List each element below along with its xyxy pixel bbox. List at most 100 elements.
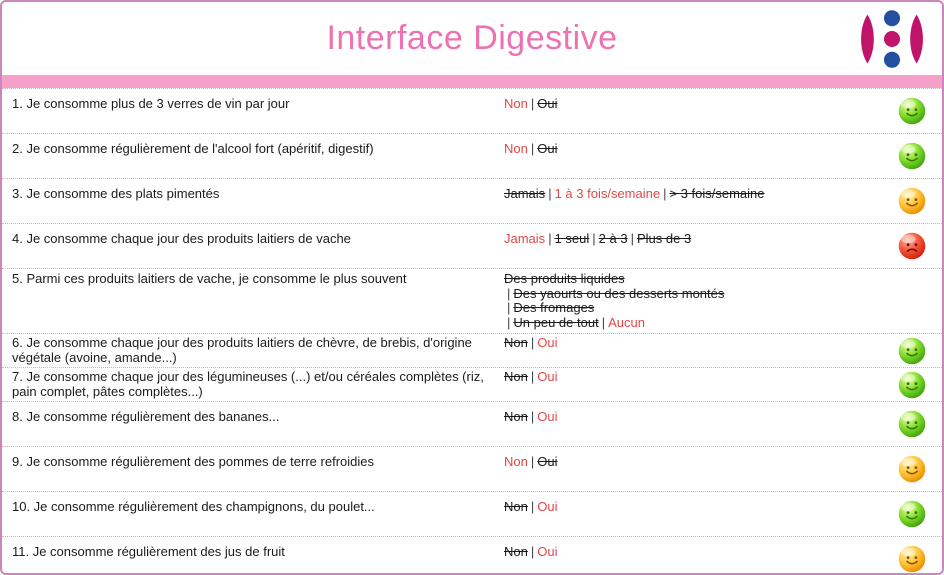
answer-option[interactable]: 2 à 3 xyxy=(598,231,628,246)
red-smiley-icon xyxy=(898,232,926,260)
question-text: 10. Je consomme régulièrement des champi… xyxy=(12,499,375,514)
question-text: 11. Je consomme régulièrement des jus de… xyxy=(12,544,285,559)
answer-option[interactable]: Non xyxy=(504,499,528,514)
question-row: 2. Je consomme régulièrement de l'alcool… xyxy=(2,134,942,179)
answer-option[interactable]: Non xyxy=(504,141,528,156)
answer-option[interactable]: Oui xyxy=(537,454,558,469)
question-row: 5. Parmi ces produits laitiers de vache,… xyxy=(2,269,942,334)
answer-line: | Des yaourts ou des desserts montés xyxy=(504,285,890,302)
answer-line: Non | Oui xyxy=(504,409,890,425)
orange-smiley-icon xyxy=(898,545,926,573)
answer-option[interactable]: Jamais xyxy=(504,231,546,246)
answer-option[interactable]: Oui xyxy=(537,499,558,514)
answer-line: Non | Oui xyxy=(504,141,890,157)
green-smiley-icon xyxy=(898,371,926,398)
answer-line: Non | Oui xyxy=(504,454,890,470)
brand-logo xyxy=(854,5,930,73)
option-separator: | xyxy=(663,186,667,201)
option-separator: | xyxy=(530,454,535,469)
answer-options: Non | Oui xyxy=(504,499,890,515)
green-smiley-icon xyxy=(898,97,926,125)
answer-line: Jamais | 1 à 3 fois/semaine | > 3 fois/semai… xyxy=(504,186,890,202)
answer-option[interactable]: Jamais xyxy=(504,186,546,201)
answer-option[interactable]: Non xyxy=(504,369,528,384)
question-row: 1. Je consomme plus de 3 verres de vin p… xyxy=(2,89,942,134)
question-text: 9. Je consomme régulièrement des pommes … xyxy=(12,454,374,469)
option-separator: | xyxy=(530,335,535,350)
option-separator: | xyxy=(530,499,535,514)
option-separator: | xyxy=(548,231,552,246)
answer-line: Des produits liquides xyxy=(504,271,890,287)
answer-options: Non | Oui xyxy=(504,369,890,385)
question-row: 7. Je consomme chaque jour des légumineu… xyxy=(2,368,942,402)
smiley-cell xyxy=(890,97,934,125)
answer-option[interactable]: Oui xyxy=(537,409,558,424)
question-row: 4. Je consomme chaque jour des produits … xyxy=(2,224,942,269)
option-separator: | xyxy=(507,285,511,301)
green-smiley-icon xyxy=(898,500,926,528)
answer-line: Non | Oui xyxy=(504,96,890,112)
question-list: 1. Je consomme plus de 3 verres de vin p… xyxy=(2,88,942,573)
answer-option[interactable]: Des fromages xyxy=(513,300,595,315)
answer-option[interactable]: Un peu de tout xyxy=(513,314,599,330)
answer-option[interactable]: Non xyxy=(504,409,528,424)
answer-option[interactable]: Plus de 3 xyxy=(636,231,692,246)
answer-option[interactable]: Aucun xyxy=(608,314,645,330)
answer-line: Jamais | 1 seul | 2 à 3 | Plus de 3 xyxy=(504,231,890,247)
answer-options: Non | Oui xyxy=(504,544,890,560)
question-text: 7. Je consomme chaque jour des légumineu… xyxy=(12,369,484,399)
answer-options: Non | Oui xyxy=(504,335,890,351)
answer-option[interactable]: Des produits liquides xyxy=(504,271,625,286)
answer-option[interactable]: Non xyxy=(504,96,528,111)
question-text: 4. Je consomme chaque jour des produits … xyxy=(12,231,351,246)
answer-option[interactable]: Non xyxy=(504,454,528,469)
question-text: 6. Je consomme chaque jour des produits … xyxy=(12,335,472,365)
question-text: 1. Je consomme plus de 3 verres de vin p… xyxy=(12,96,290,111)
answer-line: Non | Oui xyxy=(504,335,890,351)
option-separator: | xyxy=(530,96,535,111)
answer-options: Non | Oui xyxy=(504,141,890,157)
answer-options: Des produits liquides | Des yaourts ou des… xyxy=(504,271,890,330)
answer-options: Non | Oui xyxy=(504,409,890,425)
smiley-cell xyxy=(890,410,934,438)
option-separator: | xyxy=(507,314,511,330)
question-row: 6. Je consomme chaque jour des produits … xyxy=(2,334,942,368)
answer-options: Jamais | 1 à 3 fois/semaine | > 3 fois/semai… xyxy=(504,186,890,202)
question-text: 8. Je consomme régulièrement des bananes… xyxy=(12,409,280,424)
question-row: 9. Je consomme régulièrement des pommes … xyxy=(2,447,942,492)
header: Interface Digestive xyxy=(2,2,942,75)
answer-option[interactable]: 1 à 3 fois/semaine xyxy=(554,186,661,201)
question-text: 3. Je consomme des plats pimentés xyxy=(12,186,220,201)
option-separator: | xyxy=(507,300,511,315)
answer-option[interactable]: > 3 fois/semaine xyxy=(669,186,765,201)
answer-options: Jamais | 1 seul | 2 à 3 | Plus de 3 xyxy=(504,231,890,247)
question-row: 3. Je consomme des plats pimentés Jamais |… xyxy=(2,179,942,224)
answer-option[interactable]: Oui xyxy=(537,544,558,559)
answer-option[interactable]: Non xyxy=(504,544,528,559)
option-separator: | xyxy=(530,141,535,156)
question-text: 2. Je consomme régulièrement de l'alcool… xyxy=(12,141,374,156)
green-smiley-icon xyxy=(898,142,926,170)
option-separator: | xyxy=(530,409,535,424)
answer-option[interactable]: Oui xyxy=(537,369,558,384)
answer-option[interactable]: 1 seul xyxy=(554,231,590,246)
answer-option[interactable]: Non xyxy=(504,335,528,350)
answer-options: Non | Oui xyxy=(504,96,890,112)
answer-option[interactable]: Oui xyxy=(537,141,558,156)
header-divider-bar xyxy=(2,75,942,88)
question-row: 11. Je consomme régulièrement des jus de… xyxy=(2,537,942,573)
answer-option[interactable]: Oui xyxy=(537,335,558,350)
answer-option[interactable]: Oui xyxy=(537,96,558,111)
option-separator: | xyxy=(530,369,535,384)
page-title: Interface Digestive xyxy=(326,19,618,57)
smiley-cell xyxy=(890,455,934,483)
orange-smiley-icon xyxy=(898,187,926,215)
answer-option[interactable]: Des yaourts ou des desserts montés xyxy=(513,285,725,301)
brand-logo-icon xyxy=(861,10,923,68)
option-separator: | xyxy=(548,186,552,201)
smiley-cell xyxy=(890,187,934,215)
smiley-cell xyxy=(890,232,934,260)
green-smiley-icon xyxy=(898,337,926,364)
option-separator: | xyxy=(530,544,535,559)
